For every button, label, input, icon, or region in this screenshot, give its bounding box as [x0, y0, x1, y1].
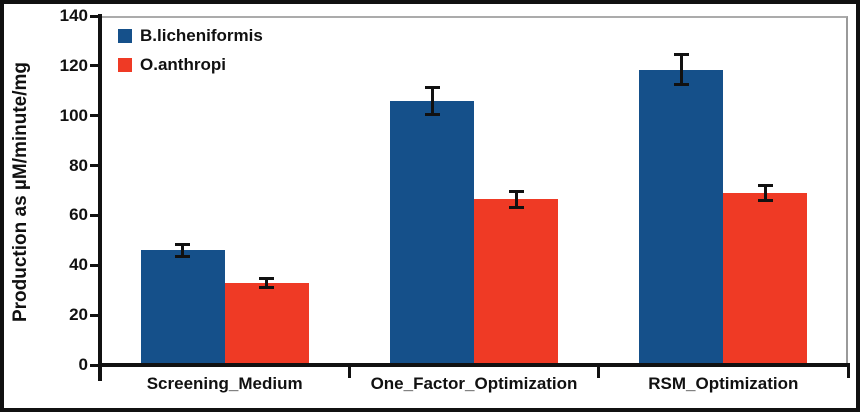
- x-axis-line: [98, 363, 850, 367]
- error-bar-cap-bottom: [175, 255, 191, 259]
- legend-item-blicheniformis: B.licheniformis: [118, 26, 263, 46]
- bar-o-anthropi-rsm-optimization: [723, 192, 808, 365]
- x-category-label-screening-medium: Screening_Medium: [146, 374, 303, 393]
- x-tick-mark: [846, 365, 850, 378]
- error-bar-cap-top: [673, 53, 689, 57]
- error-bar-cap-bottom: [508, 205, 524, 209]
- error-bar-cap-top: [259, 276, 275, 280]
- error-bar-cap-bottom: [424, 112, 440, 116]
- y-tick-mark: [90, 164, 99, 168]
- error-bar-cap-top: [175, 242, 191, 246]
- error-bar-o-anthropi-rsm-optimization: [763, 185, 767, 201]
- y-tick-mark: [90, 64, 99, 68]
- legend-label-oanthropi: O.anthropi: [140, 55, 226, 74]
- bar-o-anthropi-screening-medium: [224, 282, 309, 365]
- y-tick-label: 80: [69, 155, 88, 175]
- y-axis-title: Production as µM/minute/mg: [10, 61, 31, 323]
- y-axis-line: [98, 14, 102, 381]
- x-category-label-one-factor-optimization: One_Factor_Optimization: [370, 374, 578, 393]
- error-bar-cap-bottom: [673, 83, 689, 87]
- y-tick-label: 0: [78, 355, 88, 374]
- bar-b-licheniformis-screening-medium: [140, 250, 225, 365]
- error-bar-cap-bottom: [259, 285, 275, 289]
- y-tick-label: 20: [69, 305, 88, 325]
- error-bar-o-anthropi-one-factor-optimization: [514, 191, 518, 208]
- y-tick-mark: [90, 114, 99, 118]
- error-bar-b-licheniformis-rsm-optimization: [679, 54, 683, 85]
- error-bar-b-licheniformis-screening-medium: [181, 244, 185, 257]
- y-tick-mark: [90, 263, 99, 267]
- error-bar-cap-top: [508, 189, 524, 193]
- legend-swatch-red-icon: [118, 58, 132, 72]
- y-tick-label: 60: [69, 205, 88, 225]
- legend-label-blicheniformis: B.licheniformis: [140, 26, 263, 45]
- x-tick-mark: [597, 365, 601, 378]
- bar-b-licheniformis-one-factor-optimization: [390, 100, 474, 365]
- y-tick-mark: [90, 313, 99, 317]
- y-tick-label: 140: [59, 6, 88, 25]
- y-tick-mark: [90, 213, 99, 217]
- y-tick-mark: [90, 14, 99, 18]
- bar-b-licheniformis-rsm-optimization: [639, 69, 724, 365]
- error-bar-cap-top: [757, 184, 773, 187]
- y-tick-label: 120: [59, 55, 88, 75]
- x-category-label-rsm-optimization: RSM_Optimization: [648, 374, 799, 393]
- y-tick-label: 40: [69, 255, 88, 275]
- error-bar-cap-top: [424, 85, 440, 89]
- error-bar-b-licheniformis-one-factor-optimization: [430, 87, 434, 115]
- y-tick-mark: [90, 363, 99, 367]
- error-bar-cap-bottom: [757, 198, 773, 202]
- x-tick-mark: [347, 365, 351, 378]
- error-bar-o-anthropi-screening-medium: [265, 278, 269, 288]
- legend-item-oanthropi: O.anthropi: [118, 55, 263, 75]
- legend: B.licheniformis O.anthropi: [118, 26, 263, 84]
- bar-o-anthropi-one-factor-optimization: [474, 199, 558, 365]
- legend-swatch-blue-icon: [118, 29, 132, 43]
- y-tick-label: 100: [59, 105, 88, 125]
